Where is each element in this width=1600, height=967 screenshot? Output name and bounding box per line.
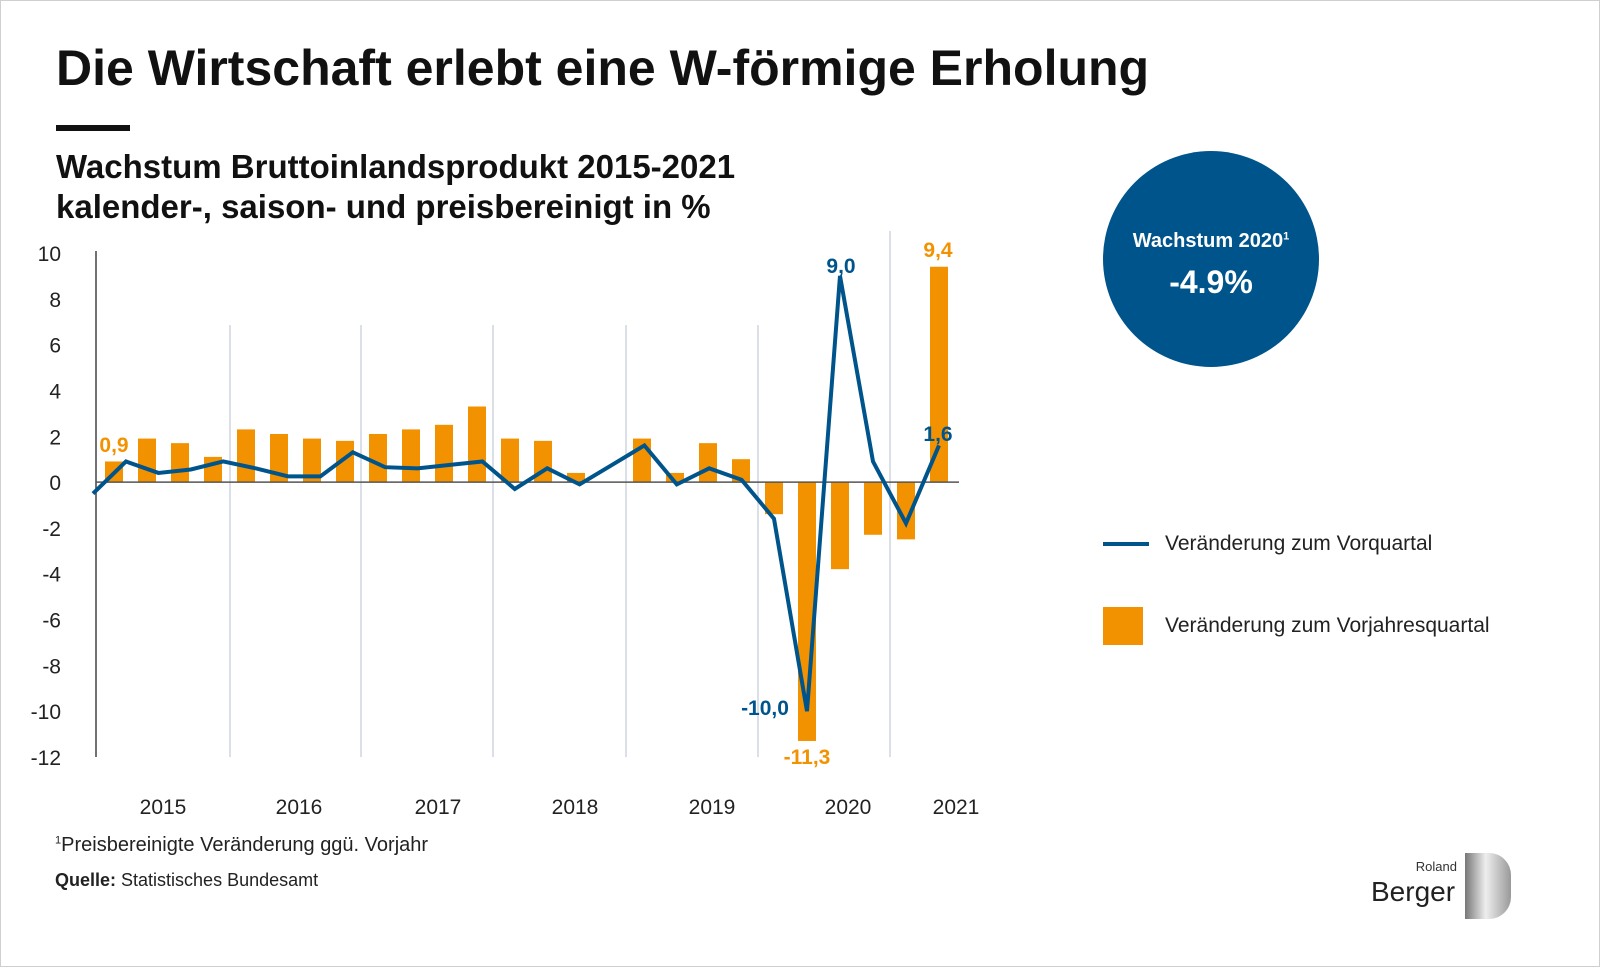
x-year-label: 2017 — [415, 796, 462, 819]
callout-value: -4.9% — [1169, 264, 1253, 300]
bar — [369, 433, 387, 483]
bar — [138, 438, 156, 483]
legend-line-label: Veränderung zum Vorquartal — [1165, 532, 1433, 555]
bar — [699, 443, 717, 483]
line-series — [91, 275, 941, 712]
legend-bar-label: Veränderung zum Vorjahresquartal — [1165, 614, 1490, 637]
x-year-label: 2015 — [140, 796, 187, 819]
bar — [765, 482, 783, 515]
y-tick-label: -8 — [42, 655, 61, 678]
bar — [336, 440, 354, 483]
y-tick-label: 2 — [49, 426, 61, 449]
y-tick-label: -2 — [42, 518, 61, 541]
footnote: 1Preisbereinigte Veränderung ggü. Vorjah… — [55, 834, 429, 856]
x-year-label: 2016 — [276, 796, 323, 819]
bar — [930, 266, 948, 483]
y-tick-label: 10 — [38, 243, 61, 266]
data-label-bar-first: 0,9 — [99, 434, 128, 457]
logo-text-berger: Berger — [1371, 876, 1456, 907]
y-tick-label: 8 — [49, 289, 61, 312]
data-label-line-max: 9,0 — [826, 255, 855, 278]
bar — [435, 424, 453, 483]
x-year-label: 2018 — [552, 796, 599, 819]
y-tick-label: -10 — [31, 701, 61, 724]
bar — [468, 406, 486, 483]
bar — [270, 433, 288, 483]
data-label-bar-last: 9,4 — [923, 239, 953, 262]
logo-b-mark — [1465, 853, 1511, 919]
y-tick-label: -12 — [31, 747, 61, 770]
callout-label: Wachstum 20201 — [1132, 230, 1290, 252]
logo-text-roland: Roland — [1415, 859, 1457, 874]
bar — [402, 429, 420, 483]
y-tick-label: 4 — [49, 380, 61, 403]
legend-bar-swatch — [1103, 607, 1143, 645]
legend-line: Veränderung zum Vorquartal — [1103, 531, 1432, 557]
data-label-line-min: -10,0 — [741, 697, 789, 720]
bar — [171, 443, 189, 483]
page-title: Die Wirtschaft erlebt eine W-förmige Erh… — [56, 40, 1150, 96]
legend-line-swatch — [1103, 542, 1149, 546]
roland-berger-logo: Roland Berger — [1371, 847, 1521, 923]
x-year-label: 2021 — [933, 796, 980, 819]
chart-subtitle: Wachstum Bruttoinlandsprodukt 2015-2021 … — [56, 147, 735, 227]
subtitle-line-1: Wachstum Bruttoinlandsprodukt 2015-2021 — [56, 148, 736, 185]
bar — [567, 472, 585, 483]
y-tick-label: 0 — [49, 472, 61, 495]
title-rule — [56, 125, 130, 131]
x-year-label: 2020 — [825, 796, 872, 819]
y-tick-label: -6 — [42, 610, 61, 633]
data-label-line-last: 1,6 — [923, 423, 952, 446]
subtitle-line-2: kalender-, saison- und preisbereinigt in… — [56, 188, 711, 225]
bar — [303, 438, 321, 483]
x-year-label: 2019 — [689, 796, 736, 819]
data-label-bar-min: -11,3 — [784, 746, 831, 769]
bar — [501, 438, 519, 483]
gdp-chart: 10 8 6 4 2 0 -2 -4 -6 -8 -10 -12 2015 2016 2017 2018 201… — [31, 231, 980, 819]
source: Quelle: Statistisches Bundesamt — [55, 870, 319, 890]
bar — [864, 482, 882, 535]
growth-callout: Wachstum 20201 -4.9% — [1103, 151, 1319, 367]
bar — [897, 482, 915, 540]
bar — [666, 472, 684, 483]
bar — [831, 482, 849, 570]
y-tick-label: 6 — [49, 335, 61, 358]
bar — [237, 429, 255, 483]
y-tick-label: -4 — [42, 564, 61, 587]
legend-bar: Veränderung zum Vorjahresquartal — [1103, 607, 1490, 645]
